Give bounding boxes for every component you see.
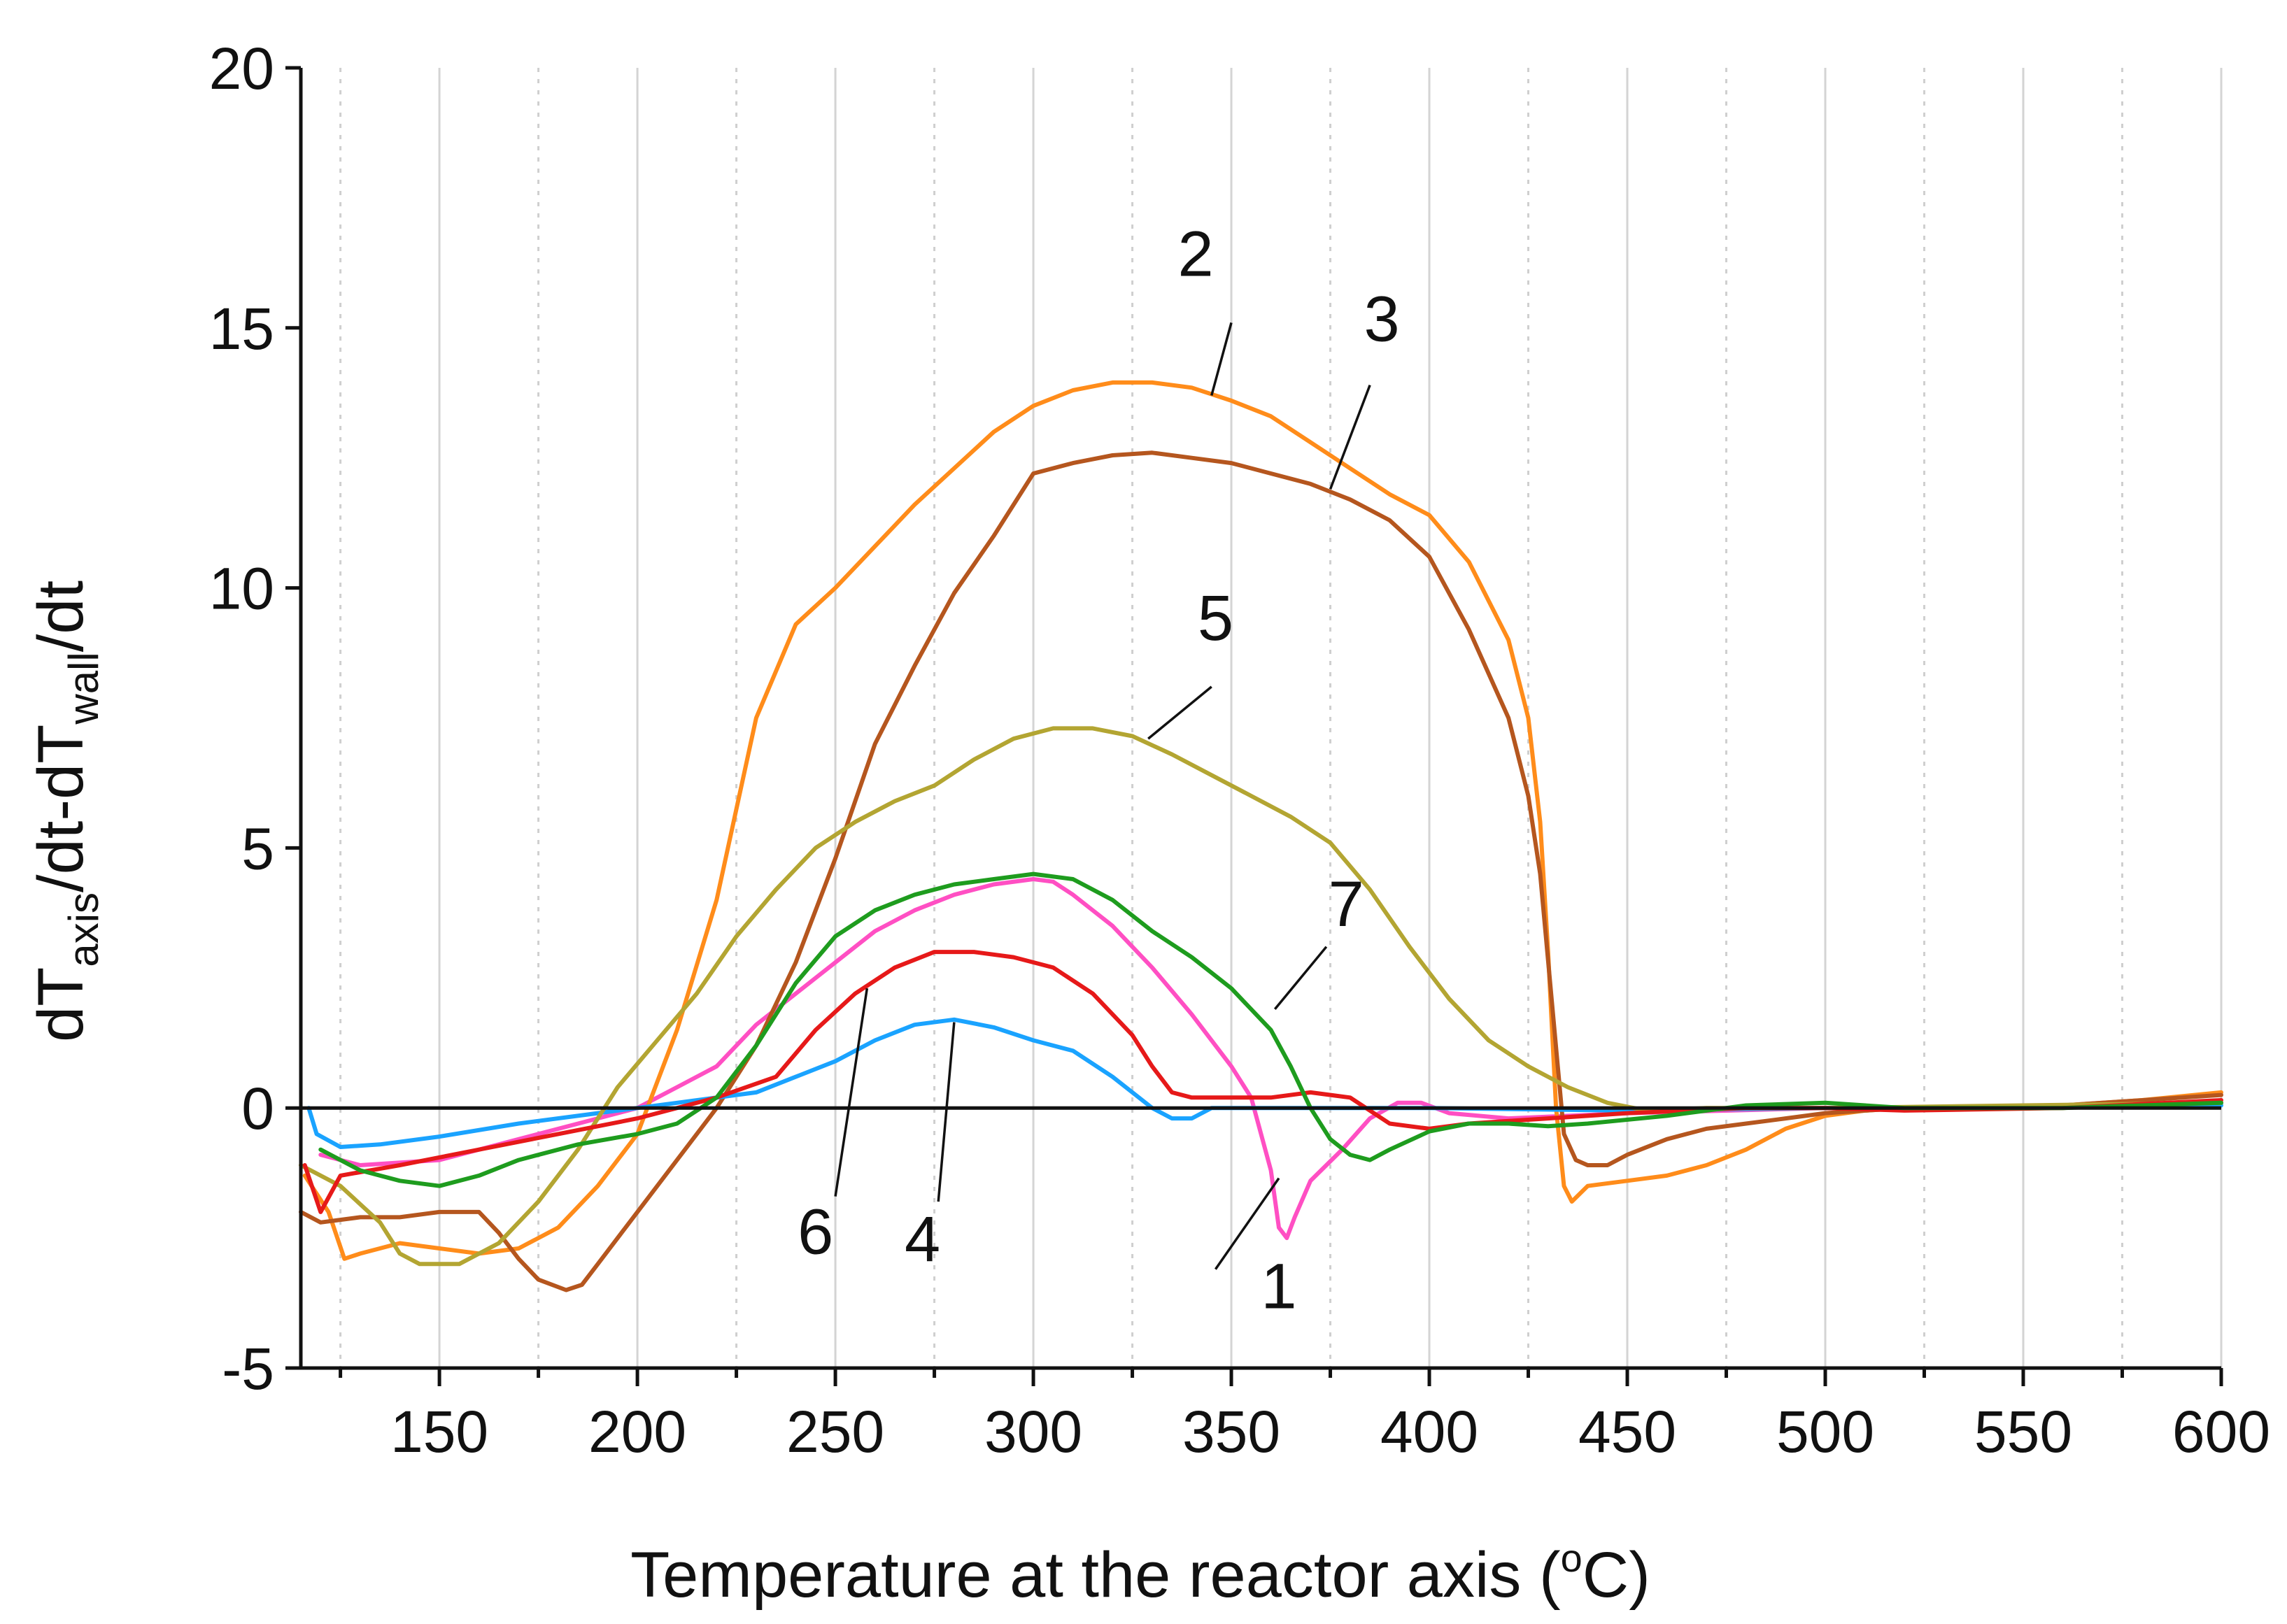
curve-leader-2 <box>1210 322 1233 396</box>
y-tick-label-2: 5 <box>241 815 274 881</box>
curve-leader-1 <box>1214 1177 1280 1270</box>
curve-label-2: 2 <box>1178 218 1214 290</box>
series-line-3 <box>299 450 2223 1292</box>
curve-label-5: 5 <box>1198 583 1233 654</box>
curve-leader-4 <box>937 1022 956 1202</box>
series-line-2 <box>302 380 2223 1261</box>
series-line-6 <box>302 950 2223 1214</box>
curve-leader-3 <box>1329 384 1371 490</box>
series-layer <box>299 380 2223 1292</box>
x-tick-label-3: 300 <box>984 1399 1082 1465</box>
x-tick-label-5: 400 <box>1380 1399 1478 1465</box>
x-tick-label-6: 450 <box>1578 1399 1676 1465</box>
curve-label-6: 6 <box>798 1196 833 1267</box>
x-tick-label-7: 500 <box>1776 1399 1874 1465</box>
curve-label-4: 4 <box>905 1204 940 1276</box>
x-tick-label-2: 250 <box>786 1399 884 1465</box>
series-line-1 <box>318 877 2223 1241</box>
y-axis-title-part-3: /dt <box>25 580 97 652</box>
x-tick-label-8: 550 <box>1974 1399 2072 1465</box>
curve-leader-7 <box>1273 946 1328 1011</box>
x-tick-label-0: 150 <box>390 1399 488 1465</box>
x-tick-label-9: 600 <box>2172 1399 2270 1465</box>
y-tick-label-4: 15 <box>209 296 274 362</box>
curve-label-7: 7 <box>1329 869 1364 940</box>
x-tick-label-4: 350 <box>1182 1399 1280 1465</box>
curve-label-3: 3 <box>1364 283 1400 355</box>
curve-leader-6 <box>834 988 869 1197</box>
x-tick-label-1: 200 <box>588 1399 686 1465</box>
y-tick-label-1: 0 <box>241 1076 274 1141</box>
curve-annotations: 1 2 3 4 5 6 7 <box>798 218 1400 1322</box>
y-axis-title-part-1: dT <box>25 967 97 1042</box>
curve-leader-5 <box>1147 685 1212 740</box>
x-axis-title-degree: o <box>1561 1536 1583 1580</box>
x-axis-title-main: Temperature at the reactor axis ( <box>630 1539 1561 1611</box>
y-axis-title: dTaxis/dt-dTwall/dt <box>25 580 107 1042</box>
y-axis-title-sub-wall: wall <box>60 652 107 725</box>
y-tick-label-5: 20 <box>209 36 274 101</box>
series-line-5 <box>299 726 2223 1267</box>
x-axis-title: Temperature at the reactor axis (oC) <box>630 1536 1650 1611</box>
y-axis-title-sub-axis: axis <box>60 892 107 967</box>
grid-lines <box>339 68 2223 1368</box>
y-tick-label-0: -5 <box>222 1336 274 1402</box>
x-axis-title-unit: C) <box>1583 1539 1650 1611</box>
curve-label-1: 1 <box>1261 1251 1296 1322</box>
series-line-7 <box>318 871 2223 1188</box>
y-tick-label-3: 10 <box>209 556 274 622</box>
y-axis-title-part-2: /dt-dT <box>25 725 97 892</box>
